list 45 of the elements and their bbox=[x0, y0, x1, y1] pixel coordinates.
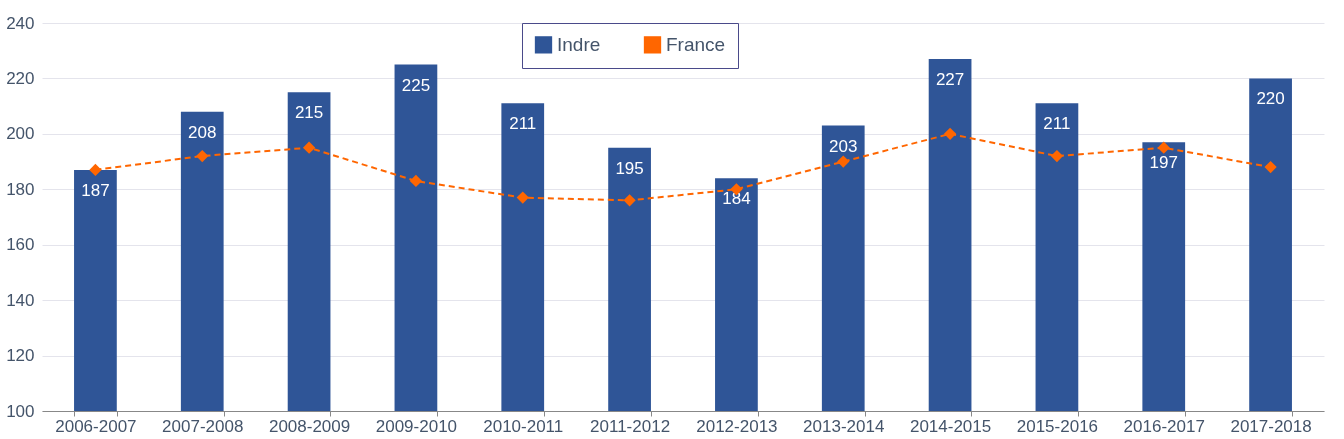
data-label: 203 bbox=[829, 136, 858, 156]
x-tick-label: 2013-2014 bbox=[803, 416, 885, 436]
y-tick-label: 100 bbox=[6, 401, 35, 421]
y-tick-label: 220 bbox=[6, 68, 35, 88]
y-tick-label: 120 bbox=[6, 346, 35, 366]
data-label: 187 bbox=[81, 180, 110, 200]
x-tick-label: 2014-2015 bbox=[909, 416, 992, 436]
y-tick-label: 160 bbox=[6, 235, 35, 255]
data-label: 184 bbox=[722, 189, 751, 209]
x-tick-label: 2007-2008 bbox=[162, 416, 244, 436]
x-tick-label: 2017-2018 bbox=[1230, 416, 1312, 436]
point bbox=[1264, 160, 1277, 174]
data-label: 215 bbox=[294, 103, 324, 123]
y-tick-label: 240 bbox=[6, 13, 35, 33]
x-tick-label: 2010-2011 bbox=[483, 416, 564, 436]
point bbox=[623, 194, 636, 207]
x-tick-label: 2015-2016 bbox=[1016, 416, 1099, 436]
x-tick-label: 2006-2007 bbox=[55, 416, 137, 436]
point bbox=[409, 174, 423, 188]
data-label: 227 bbox=[935, 70, 965, 90]
data-label: 197 bbox=[1149, 153, 1178, 173]
x-tick-label: 2012-2013 bbox=[696, 416, 778, 436]
y-tick-label: 140 bbox=[6, 290, 35, 310]
point bbox=[196, 149, 209, 163]
point bbox=[302, 141, 316, 154]
point bbox=[516, 191, 529, 204]
data-label: 225 bbox=[401, 75, 431, 95]
legend-label: France bbox=[666, 33, 726, 55]
x-tick-label: 2011-2012 bbox=[590, 416, 671, 436]
point bbox=[1050, 149, 1064, 163]
data-label: 211 bbox=[509, 114, 537, 134]
data-label: 195 bbox=[615, 158, 644, 178]
point bbox=[1157, 141, 1170, 154]
x-tick-label: 2009-2010 bbox=[375, 416, 458, 436]
y-tick-label: 200 bbox=[6, 124, 35, 144]
legend-label: Indre bbox=[557, 33, 601, 55]
x-tick-label: 2008-2009 bbox=[268, 416, 351, 436]
y-tick-label: 180 bbox=[6, 179, 35, 199]
data-label: 211 bbox=[1043, 114, 1071, 134]
x-tick-label: 2016-2017 bbox=[1123, 416, 1205, 436]
point bbox=[943, 127, 957, 140]
point bbox=[837, 155, 850, 168]
data-label: 220 bbox=[1256, 89, 1285, 109]
data-label: 208 bbox=[188, 122, 217, 142]
point bbox=[89, 163, 102, 177]
